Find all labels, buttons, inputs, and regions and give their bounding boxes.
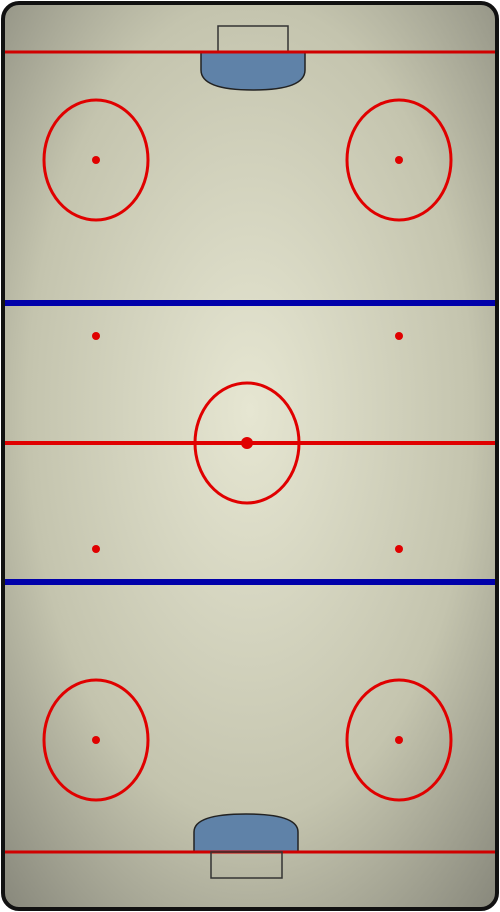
top-left-faceoff-dot xyxy=(92,156,100,164)
neutral-dot-top-left xyxy=(92,332,100,340)
bottom-right-faceoff-dot xyxy=(395,736,403,744)
neutral-dot-bottom-right xyxy=(395,545,403,553)
top-left-faceoff-circle xyxy=(42,98,150,222)
center-faceoff-dot xyxy=(241,437,253,449)
neutral-dot-top-right xyxy=(395,332,403,340)
bottom-goal-crease xyxy=(193,813,299,853)
bottom-left-faceoff-dot xyxy=(92,736,100,744)
bottom-left-faceoff-circle xyxy=(42,678,150,802)
center-faceoff-circle xyxy=(193,381,301,505)
bottom-right-faceoff-circle xyxy=(345,678,453,802)
top-right-faceoff-circle xyxy=(345,98,453,222)
bottom-goal-net xyxy=(210,851,283,879)
top-goal-crease xyxy=(200,51,306,91)
top-right-faceoff-dot xyxy=(395,156,403,164)
neutral-dot-bottom-left xyxy=(92,545,100,553)
